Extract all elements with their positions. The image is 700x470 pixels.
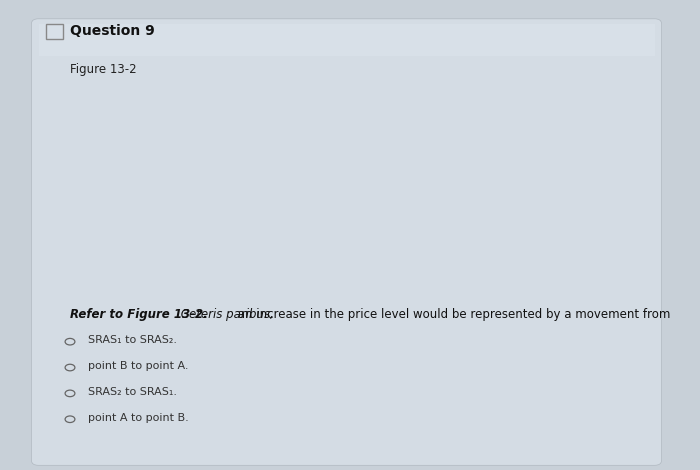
Text: an increase in the price level would be represented by a movement from: an increase in the price level would be … <box>234 308 671 321</box>
Text: point A to point B.: point A to point B. <box>88 413 188 423</box>
Text: Real GDP: Real GDP <box>372 311 429 321</box>
Text: point B to point A.: point B to point A. <box>88 361 188 371</box>
Text: B: B <box>201 174 209 188</box>
Text: Refer to Figure 13-2.: Refer to Figure 13-2. <box>70 308 208 321</box>
Text: Ceteris paribus,: Ceteris paribus, <box>177 308 274 321</box>
Text: Question 9: Question 9 <box>70 24 155 38</box>
Text: SRAS₁: SRAS₁ <box>356 83 392 96</box>
Text: SRAS₁ to SRAS₂.: SRAS₁ to SRAS₂. <box>88 336 176 345</box>
Point <box>214 185 225 193</box>
Text: Price
level: Price level <box>41 92 69 114</box>
Text: A: A <box>156 212 164 225</box>
Point <box>169 222 180 229</box>
Text: SRAS₂: SRAS₂ <box>344 136 379 149</box>
Text: 0: 0 <box>60 296 67 306</box>
Text: Figure 13-2: Figure 13-2 <box>70 63 136 77</box>
Text: SRAS₂ to SRAS₁.: SRAS₂ to SRAS₁. <box>88 387 176 397</box>
